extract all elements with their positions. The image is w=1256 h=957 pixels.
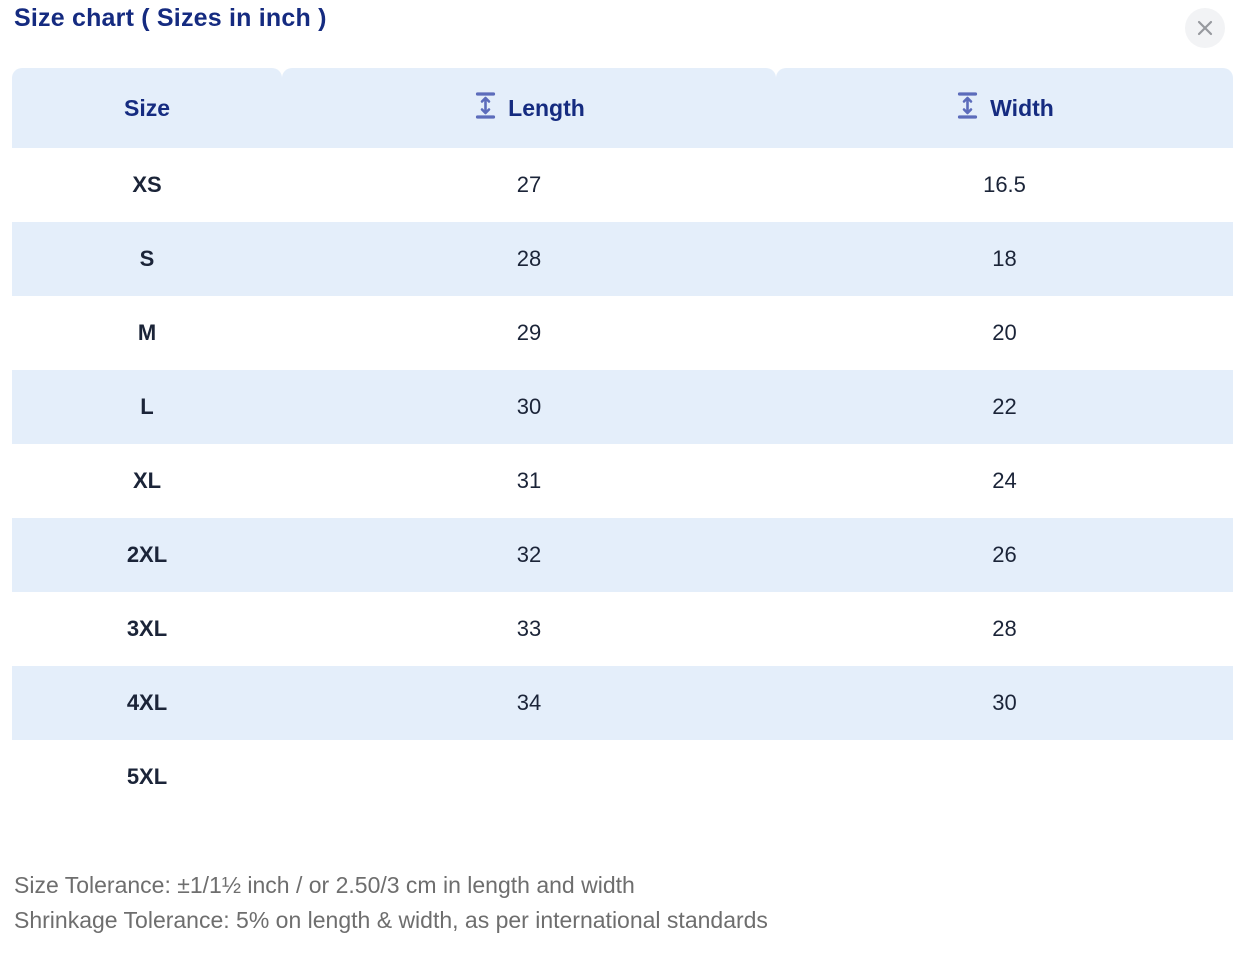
table-row: 4XL 34 30 <box>12 666 1233 740</box>
length-value <box>282 740 776 814</box>
length-value: 28 <box>282 222 776 296</box>
length-value: 30 <box>282 370 776 444</box>
column-header-length: Length <box>282 68 776 148</box>
size-chart-table: Size Length <box>12 68 1233 814</box>
tolerance-note: Size Tolerance: ±1/1½ inch / or 2.50/3 c… <box>14 868 768 938</box>
column-header-size-label: Size <box>123 94 171 121</box>
table-row: 2XL 32 26 <box>12 518 1233 592</box>
length-value: 33 <box>282 592 776 666</box>
length-value: 27 <box>282 148 776 222</box>
size-value: XL <box>12 444 282 518</box>
size-value: M <box>12 296 282 370</box>
close-button[interactable] <box>1185 8 1225 48</box>
column-header-width-label: Width <box>990 94 1054 121</box>
size-tolerance-text: Size Tolerance: ±1/1½ inch / or 2.50/3 c… <box>14 872 635 898</box>
table-row: XL 31 24 <box>12 444 1233 518</box>
length-value: 34 <box>282 666 776 740</box>
table-row: S 28 18 <box>12 222 1233 296</box>
length-value: 31 <box>282 444 776 518</box>
width-value: 26 <box>776 518 1233 592</box>
width-value: 20 <box>776 296 1233 370</box>
column-header-length-label: Length <box>508 94 585 121</box>
width-value: 18 <box>776 222 1233 296</box>
width-value: 30 <box>776 666 1233 740</box>
size-value: XS <box>12 148 282 222</box>
size-value: 3XL <box>12 592 282 666</box>
size-value: 2XL <box>12 518 282 592</box>
table-header-row: Size Length <box>12 68 1233 148</box>
width-value <box>776 740 1233 814</box>
width-value: 24 <box>776 444 1233 518</box>
column-header-size: Size <box>12 68 282 148</box>
width-value: 16.5 <box>776 148 1233 222</box>
width-value: 22 <box>776 370 1233 444</box>
size-value: S <box>12 222 282 296</box>
table-row: 3XL 33 28 <box>12 592 1233 666</box>
table-row: 5XL <box>12 740 1233 814</box>
table-row: M 29 20 <box>12 296 1233 370</box>
vertical-measure-icon <box>473 91 498 126</box>
vertical-measure-icon <box>955 91 980 126</box>
table-row: XS 27 16.5 <box>12 148 1233 222</box>
size-value: 4XL <box>12 666 282 740</box>
length-value: 32 <box>282 518 776 592</box>
shrinkage-tolerance-text: Shrinkage Tolerance: 5% on length & widt… <box>14 907 768 933</box>
page-title: Size chart ( Sizes in inch ) <box>14 4 327 32</box>
length-value: 29 <box>282 296 776 370</box>
table-row: L 30 22 <box>12 370 1233 444</box>
close-icon <box>1196 19 1214 37</box>
column-header-width: Width <box>776 68 1233 148</box>
size-value: L <box>12 370 282 444</box>
width-value: 28 <box>776 592 1233 666</box>
size-value: 5XL <box>12 740 282 814</box>
